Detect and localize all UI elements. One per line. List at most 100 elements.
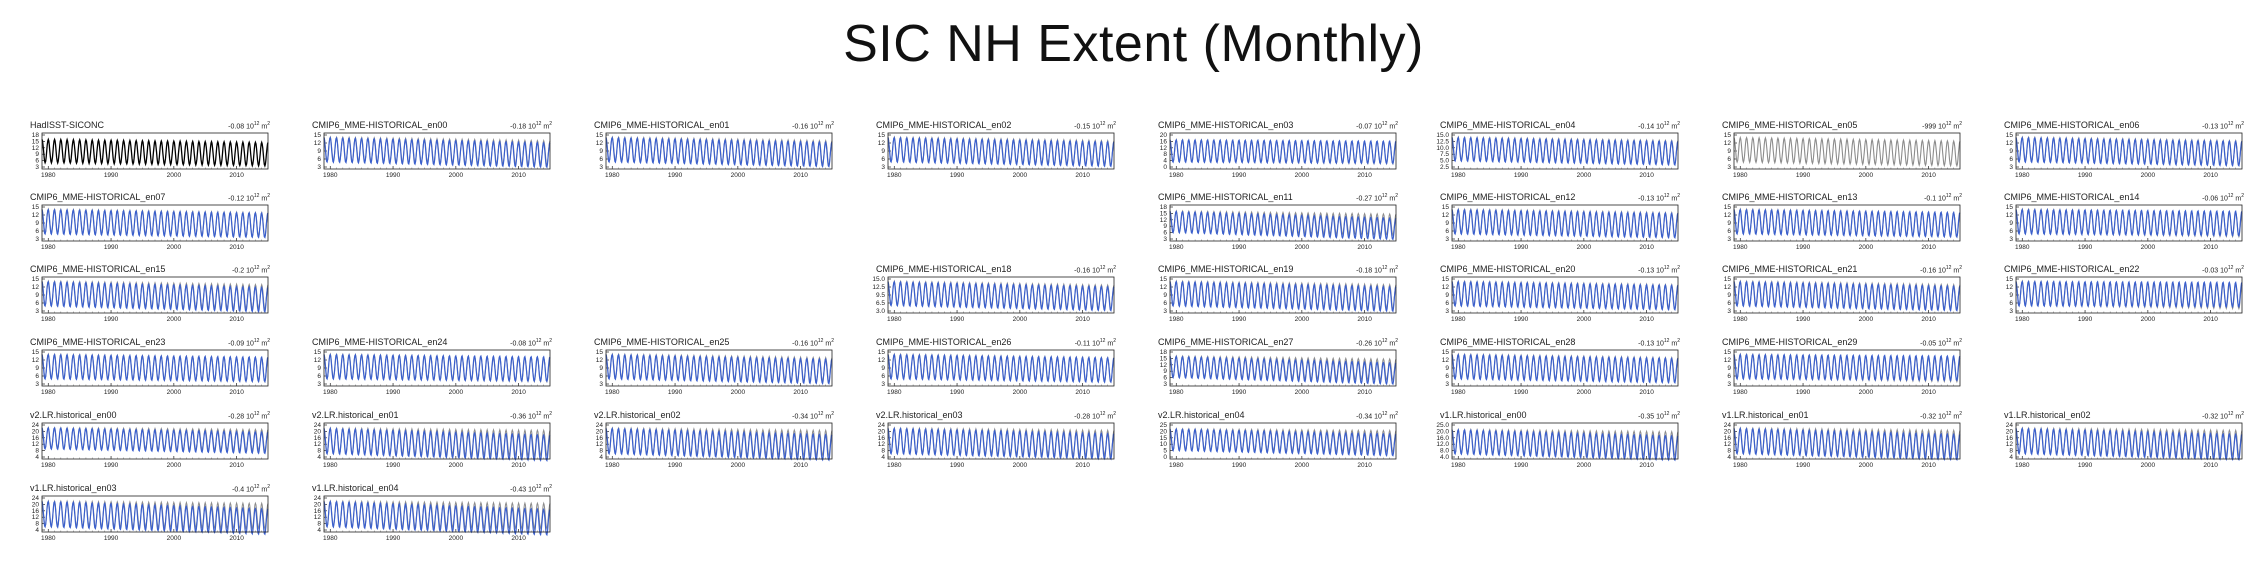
model-series-line (1451, 136, 1679, 167)
x-tick-label: 2010 (511, 389, 526, 396)
model-series-line (2015, 136, 2243, 168)
trend-value: -0.08 (510, 340, 527, 348)
panel-CMIP6_MME-HISTORICAL_en12: CMIP6_MME-HISTORICAL_en12 -0.13 1012 m2 15… (1430, 192, 1682, 262)
y-tick-label: 12 (1442, 284, 1450, 291)
x-tick-label: 2010 (2203, 462, 2218, 469)
panel-title: v1.LR.historical_en02 (2004, 410, 2091, 420)
x-tick-label: 2000 (2141, 244, 2156, 251)
panel-v1.LR.historical_en04: v1.LR.historical_en04 -0.43 1012 m2 24 20 16… (302, 483, 554, 553)
x-tick-label: 1990 (1514, 389, 1529, 396)
panel-title: HadISST-SICONC (30, 120, 105, 130)
y-tick-label: 12 (2006, 441, 2014, 448)
panel-trend-label: -0.16 1012 m2 (1920, 265, 1962, 275)
panel-title: v1.LR.historical_en04 (312, 483, 399, 493)
x-tick-label: 1980 (1169, 244, 1184, 251)
panel-trend-label: -0.28 1012 m2 (228, 411, 270, 421)
x-tick-label: 1990 (386, 389, 401, 396)
x-tick-label: 2010 (229, 316, 244, 323)
x-tick-label: 2000 (1295, 462, 1310, 469)
x-tick-label: 2010 (229, 535, 244, 542)
y-tick-label: 12 (32, 284, 40, 291)
y-tick-label: 3 (1163, 236, 1167, 243)
panel-title: v2.LR.historical_en02 (594, 410, 681, 420)
panel-title: v1.LR.historical_en00 (1440, 410, 1527, 420)
y-tick-label: 24 (32, 422, 40, 429)
panel-CMIP6_MME-HISTORICAL_en25: CMIP6_MME-HISTORICAL_en25 -0.16 1012 m2 15… (584, 337, 836, 407)
y-tick-label: 9 (599, 148, 603, 155)
panel-title: v2.LR.historical_en03 (876, 410, 963, 420)
panel-CMIP6_MME-HISTORICAL_en13: CMIP6_MME-HISTORICAL_en13 -0.1 1012 m2 15 1… (1712, 192, 1964, 262)
x-tick-label: 2000 (449, 535, 464, 542)
model-series-line (887, 280, 1115, 312)
x-tick-label: 2000 (1295, 316, 1310, 323)
x-tick-label: 2010 (229, 172, 244, 179)
y-tick-label: 4 (317, 454, 321, 461)
y-tick-label: 9 (599, 365, 603, 372)
model-series-line (1451, 208, 1679, 240)
y-tick-label: 6.5 (876, 300, 885, 307)
panel-CMIP6_MME-HISTORICAL_en02: CMIP6_MME-HISTORICAL_en02 -0.15 1012 m2 15… (866, 120, 1118, 190)
x-tick-label: 2000 (1295, 389, 1310, 396)
model-series-line (887, 353, 1115, 384)
panel-trend-label: -0.06 1012 m2 (2202, 193, 2244, 203)
x-tick-label: 1980 (887, 462, 902, 469)
trend-value: -0.16 (1920, 267, 1937, 275)
y-tick-label: 12 (596, 357, 604, 364)
panel-CMIP6_MME-HISTORICAL_en01: CMIP6_MME-HISTORICAL_en01 -0.16 1012 m2 15… (584, 120, 836, 190)
x-tick-label: 1990 (1514, 316, 1529, 323)
panel-trend-label: -0.2 1012 m2 (232, 265, 270, 275)
x-tick-label: 1990 (104, 462, 119, 469)
model-series-line (605, 427, 833, 462)
panel-title: CMIP6_MME-HISTORICAL_en22 (2004, 264, 2140, 274)
model-series-line (41, 353, 269, 384)
x-tick-label: 1990 (104, 316, 119, 323)
y-tick-label: 6 (1445, 300, 1449, 307)
y-tick-label: 20 (314, 501, 322, 508)
panel-HadISST-SICONC: HadISST-SICONC -0.08 1012 m2 18 15 12 9 6 3 1980… (20, 120, 272, 190)
y-tick-label: 9 (2009, 220, 2013, 227)
panel-trend-label: -0.34 1012 m2 (1356, 411, 1398, 421)
x-tick-label: 1980 (1733, 244, 1748, 251)
panel-title: v2.LR.historical_en01 (312, 410, 399, 420)
reference-series-line (2015, 426, 2243, 458)
panel-trend-label: -0.4 1012 m2 (232, 484, 270, 494)
reference-series-line (1169, 354, 1397, 382)
x-tick-label: 1980 (323, 535, 338, 542)
y-tick-label: 3 (881, 164, 885, 171)
panel-title: CMIP6_MME-HISTORICAL_en26 (876, 337, 1012, 347)
x-tick-label: 1980 (41, 462, 56, 469)
x-tick-label: 2010 (2203, 172, 2218, 179)
x-tick-label: 2000 (1577, 389, 1592, 396)
model-series-line (323, 353, 551, 383)
x-tick-label: 2000 (167, 389, 182, 396)
x-tick-label: 2010 (1075, 172, 1090, 179)
y-tick-label: 16 (314, 508, 322, 515)
trend-value: -0.1 (1924, 195, 1937, 203)
x-tick-label: 2010 (793, 462, 808, 469)
x-tick-label: 2000 (1577, 316, 1592, 323)
y-tick-label: 20 (1160, 132, 1168, 139)
trend-value: -0.34 (1356, 413, 1373, 421)
y-tick-label: 12 (1724, 140, 1732, 147)
panel-CMIP6_MME-HISTORICAL_en15: CMIP6_MME-HISTORICAL_en15 -0.2 1012 m2 15 1… (20, 264, 272, 334)
y-tick-label: 9 (317, 365, 321, 372)
x-tick-label: 2000 (1295, 244, 1310, 251)
y-tick-label: 0 (1163, 164, 1167, 171)
y-tick-label: 6 (1163, 230, 1167, 237)
panel-title: CMIP6_MME-HISTORICAL_en19 (1158, 264, 1294, 274)
panel-trend-label: -0.18 1012 m2 (1356, 265, 1398, 275)
panel-v2.LR.historical_en02: v2.LR.historical_en02 -0.34 1012 m2 24 20 16… (584, 410, 836, 480)
x-tick-label: 2000 (449, 462, 464, 469)
x-tick-label: 2000 (2141, 316, 2156, 323)
trend-value: -0.26 (1356, 340, 1373, 348)
trend-value: -0.28 (1074, 413, 1091, 421)
y-tick-label: 9 (1163, 292, 1167, 299)
